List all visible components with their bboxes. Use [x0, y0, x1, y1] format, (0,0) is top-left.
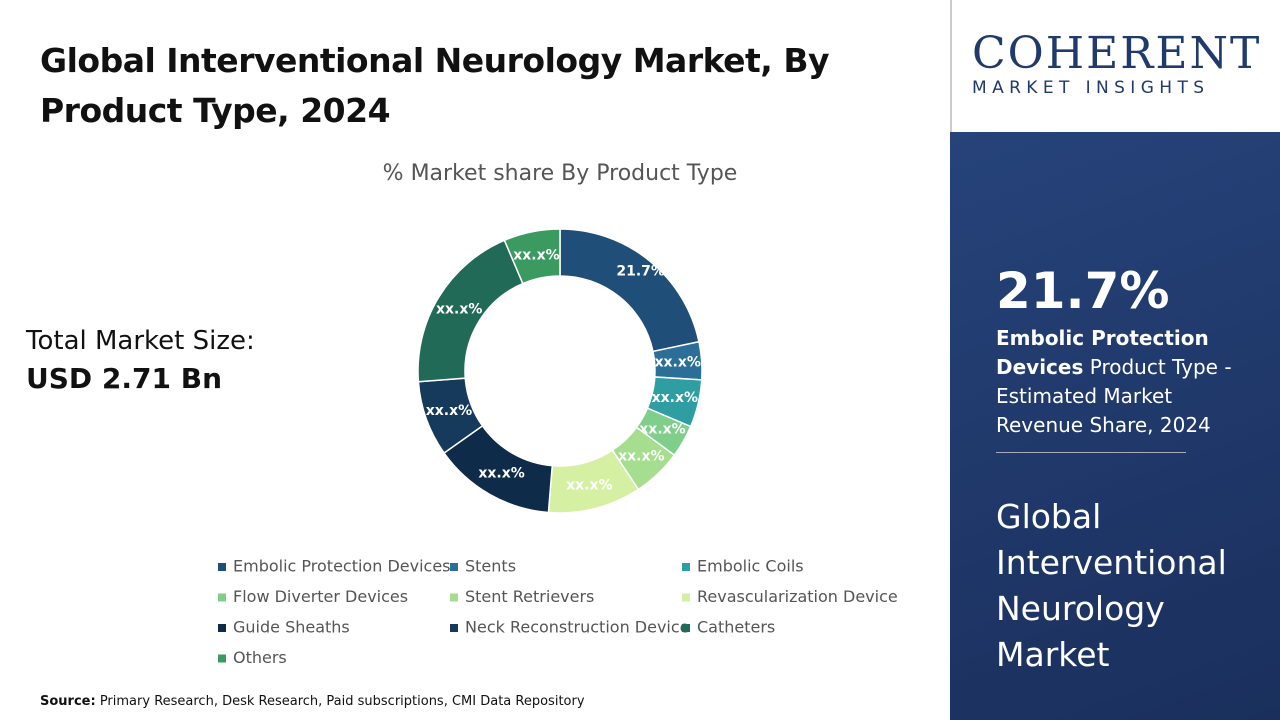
highlight-value: 21.7% — [996, 262, 1170, 320]
legend-label: Neck Reconstruction Device — [465, 618, 690, 637]
source-label: Source: — [40, 694, 96, 709]
legend-label: Others — [233, 648, 287, 667]
data-label: xx.x% — [652, 390, 698, 406]
data-label: xx.x% — [618, 449, 664, 465]
data-label: xx.x% — [654, 354, 700, 370]
highlight-description: Embolic Protection Devices Product Type … — [996, 324, 1246, 440]
total-market-label: Total Market Size: — [26, 326, 255, 356]
legend-label: Catheters — [697, 618, 775, 637]
page-title: Global Interventional Neurology Market, … — [40, 41, 830, 130]
highlight-segment: Embolic Protection Devices — [996, 326, 1209, 379]
data-label: xx.x% — [436, 302, 482, 318]
source-text: Primary Research, Desk Research, Paid su… — [95, 694, 585, 709]
legend-marker — [450, 593, 458, 602]
legend-label: Revascularization Device — [697, 587, 898, 606]
legend-marker — [682, 563, 690, 571]
data-label: xx.x% — [513, 247, 559, 263]
chart-title: % Market share By Product Type — [383, 161, 738, 186]
divider — [996, 452, 1186, 453]
slice — [503, 228, 561, 285]
legend-label: Embolic Coils — [697, 557, 804, 576]
legend-marker — [682, 593, 690, 602]
legend-marker — [218, 654, 226, 663]
legend-label: Stent Retrievers — [465, 587, 594, 606]
legend-marker — [450, 563, 458, 571]
source: Source: Primary Research, Desk Research,… — [40, 694, 585, 709]
data-label: xx.x% — [426, 403, 472, 419]
side-panel: 21.7% Embolic Protection Devices Product… — [950, 132, 1280, 720]
legend-marker — [218, 563, 226, 571]
data-label: 21.7% — [616, 264, 665, 280]
logo-tagline: MARKET INSIGHTS — [972, 78, 1210, 98]
legend-label: Guide Sheaths — [233, 618, 350, 637]
legend-label: Stents — [465, 557, 516, 576]
legend-marker — [450, 624, 458, 632]
chart: % Market share By Product Type 21.7% xx.x… — [218, 161, 898, 667]
legend-label: Flow Diverter Devices — [233, 587, 408, 606]
legend-marker — [682, 624, 690, 632]
logo: COHERENT MARKET INSIGHTS — [950, 0, 1280, 132]
legend-marker — [218, 593, 226, 602]
data-label: xx.x% — [478, 465, 524, 481]
data-label: xx.x% — [566, 477, 612, 493]
legend-marker — [218, 624, 226, 632]
legend-label: Embolic Protection Devices — [233, 557, 451, 576]
total-market-value: USD 2.71 Bn — [26, 362, 222, 395]
highlight-text: Product Type - Estimated Market Revenue … — [996, 355, 1232, 437]
highlight-market: Global Interventional Neurology Market — [996, 497, 1227, 674]
data-label: xx.x% — [639, 421, 685, 437]
slice — [559, 228, 700, 353]
logo-name: COHERENT — [972, 28, 1262, 79]
